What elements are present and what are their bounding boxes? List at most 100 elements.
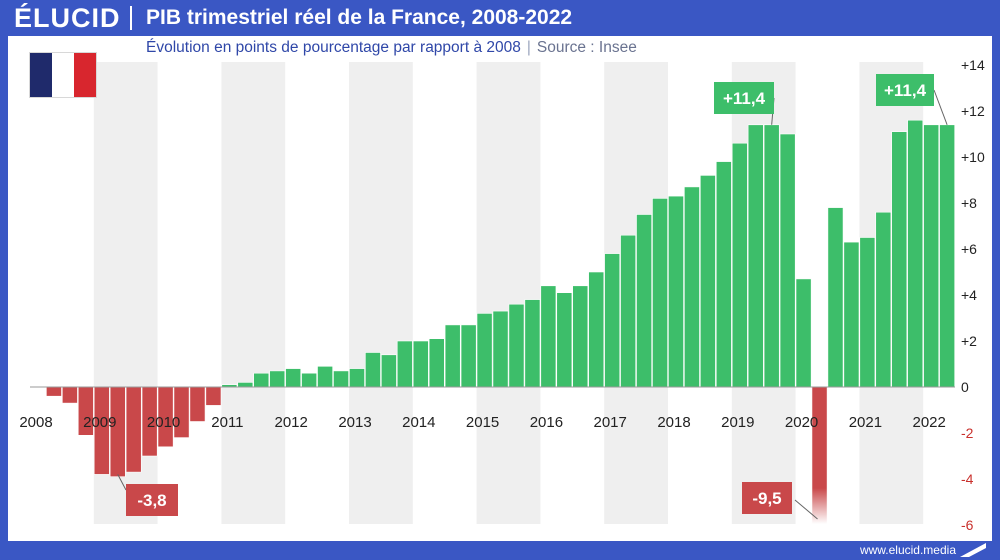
year-labels: 2008 2009 2010 2011 2012 2013 2014 2015 2016 2017… — [19, 414, 946, 431]
y-tick-label: +12 — [961, 103, 985, 119]
logo-divider — [130, 6, 132, 30]
bar — [827, 207, 844, 388]
bar — [317, 365, 333, 388]
y-tick-label: -6 — [961, 517, 974, 533]
elucid-logo: ÉLUCID — [14, 3, 121, 33]
bar — [715, 161, 732, 388]
year-label: 2020 — [785, 414, 818, 431]
annotation-box — [714, 82, 774, 114]
website-link[interactable]: www.elucid.media — [859, 543, 956, 557]
subtitle-separator: | — [526, 39, 531, 56]
bar — [668, 195, 684, 388]
year-label: 2018 — [657, 414, 690, 431]
bar — [923, 124, 940, 388]
year-label: 2014 — [402, 414, 435, 431]
year-band — [349, 62, 413, 524]
bar — [301, 372, 317, 388]
bar — [109, 386, 126, 477]
annotation-label: -9,5 — [752, 489, 781, 508]
bar — [508, 303, 525, 388]
year-label: 2012 — [275, 414, 308, 431]
flag-stripe-red — [74, 53, 96, 97]
y-tick-label: +8 — [961, 195, 977, 211]
bar — [620, 234, 636, 388]
annotation: +11,4 — [876, 74, 948, 125]
bar — [349, 368, 365, 388]
bar — [237, 382, 254, 388]
annotation-label: +11,4 — [884, 81, 927, 100]
bar — [396, 340, 413, 388]
y-tick-label: +2 — [961, 333, 977, 349]
bar — [652, 198, 668, 388]
y-tick-label: +4 — [961, 287, 977, 303]
bar — [795, 278, 812, 388]
elucid-mark-icon — [960, 543, 986, 557]
bar — [907, 119, 924, 388]
flag-stripe-white — [52, 53, 74, 97]
bar — [380, 354, 397, 388]
y-tick-label: -4 — [961, 471, 974, 487]
year-label: 2017 — [594, 414, 627, 431]
year-band — [221, 62, 286, 524]
bar — [460, 324, 477, 388]
year-label: 2011 — [211, 414, 243, 431]
year-label: 2021 — [849, 414, 882, 431]
y-tick-label: -2 — [961, 425, 974, 441]
bar — [636, 214, 652, 388]
bar — [891, 131, 908, 388]
year-label: 2009 — [83, 414, 116, 431]
y-tick-label: +6 — [961, 241, 977, 257]
year-label: 2019 — [721, 414, 754, 431]
bar — [588, 271, 605, 388]
y-axis-labels: +14 +12 +10 +8 +6 +4 +2 0 -2 -4 -6 — [961, 57, 985, 533]
bar — [843, 241, 860, 388]
year-label: 2008 — [19, 414, 52, 431]
annotation: +11,4 — [714, 82, 775, 125]
annotation-box — [126, 484, 178, 516]
year-label: 2015 — [466, 414, 499, 431]
annotation-box — [742, 482, 792, 514]
bar — [125, 386, 142, 473]
subtitle-text: Évolution en points de pourcentage par r… — [146, 39, 521, 56]
chart-title: PIB trimestriel réel de la France, 2008-… — [146, 6, 573, 29]
bar — [540, 285, 557, 388]
year-label: 2022 — [913, 414, 946, 431]
header-bar: ÉLUCID PIB trimestriel réel de la France… — [0, 0, 1000, 36]
bar — [779, 133, 796, 388]
bar — [205, 386, 222, 406]
bar — [699, 175, 716, 388]
bar — [524, 299, 541, 388]
bar — [763, 124, 780, 388]
y-tick-label: 0 — [961, 379, 969, 395]
bar — [572, 285, 589, 388]
bar — [365, 352, 381, 388]
bar — [269, 370, 286, 388]
y-tick-label: +10 — [961, 149, 985, 165]
bar — [556, 292, 573, 388]
annotation: -9,5 — [742, 482, 818, 520]
bar — [46, 386, 62, 397]
bar — [604, 253, 621, 388]
bar — [253, 372, 270, 388]
bar — [731, 142, 748, 388]
flag-stripe-blue — [30, 53, 52, 97]
bar — [747, 124, 764, 388]
annotation-label: +11,4 — [723, 89, 766, 108]
bar — [61, 386, 78, 404]
bar — [939, 124, 955, 388]
annotation-leader — [794, 499, 818, 520]
annotation: -3,8 — [117, 474, 178, 516]
source-text: Source : Insee — [536, 39, 637, 56]
chart-subtitle: Évolution en points de pourcentage par r… — [146, 38, 637, 58]
bar — [444, 324, 461, 388]
year-label: 2013 — [338, 414, 371, 431]
france-flag-icon — [30, 53, 96, 97]
bar — [859, 237, 876, 388]
year-label: 2016 — [530, 414, 563, 431]
bar-fade — [811, 488, 828, 524]
bar — [189, 386, 206, 422]
annotation-leader — [117, 474, 127, 491]
bar — [412, 340, 429, 388]
annotation-leader — [933, 89, 948, 125]
